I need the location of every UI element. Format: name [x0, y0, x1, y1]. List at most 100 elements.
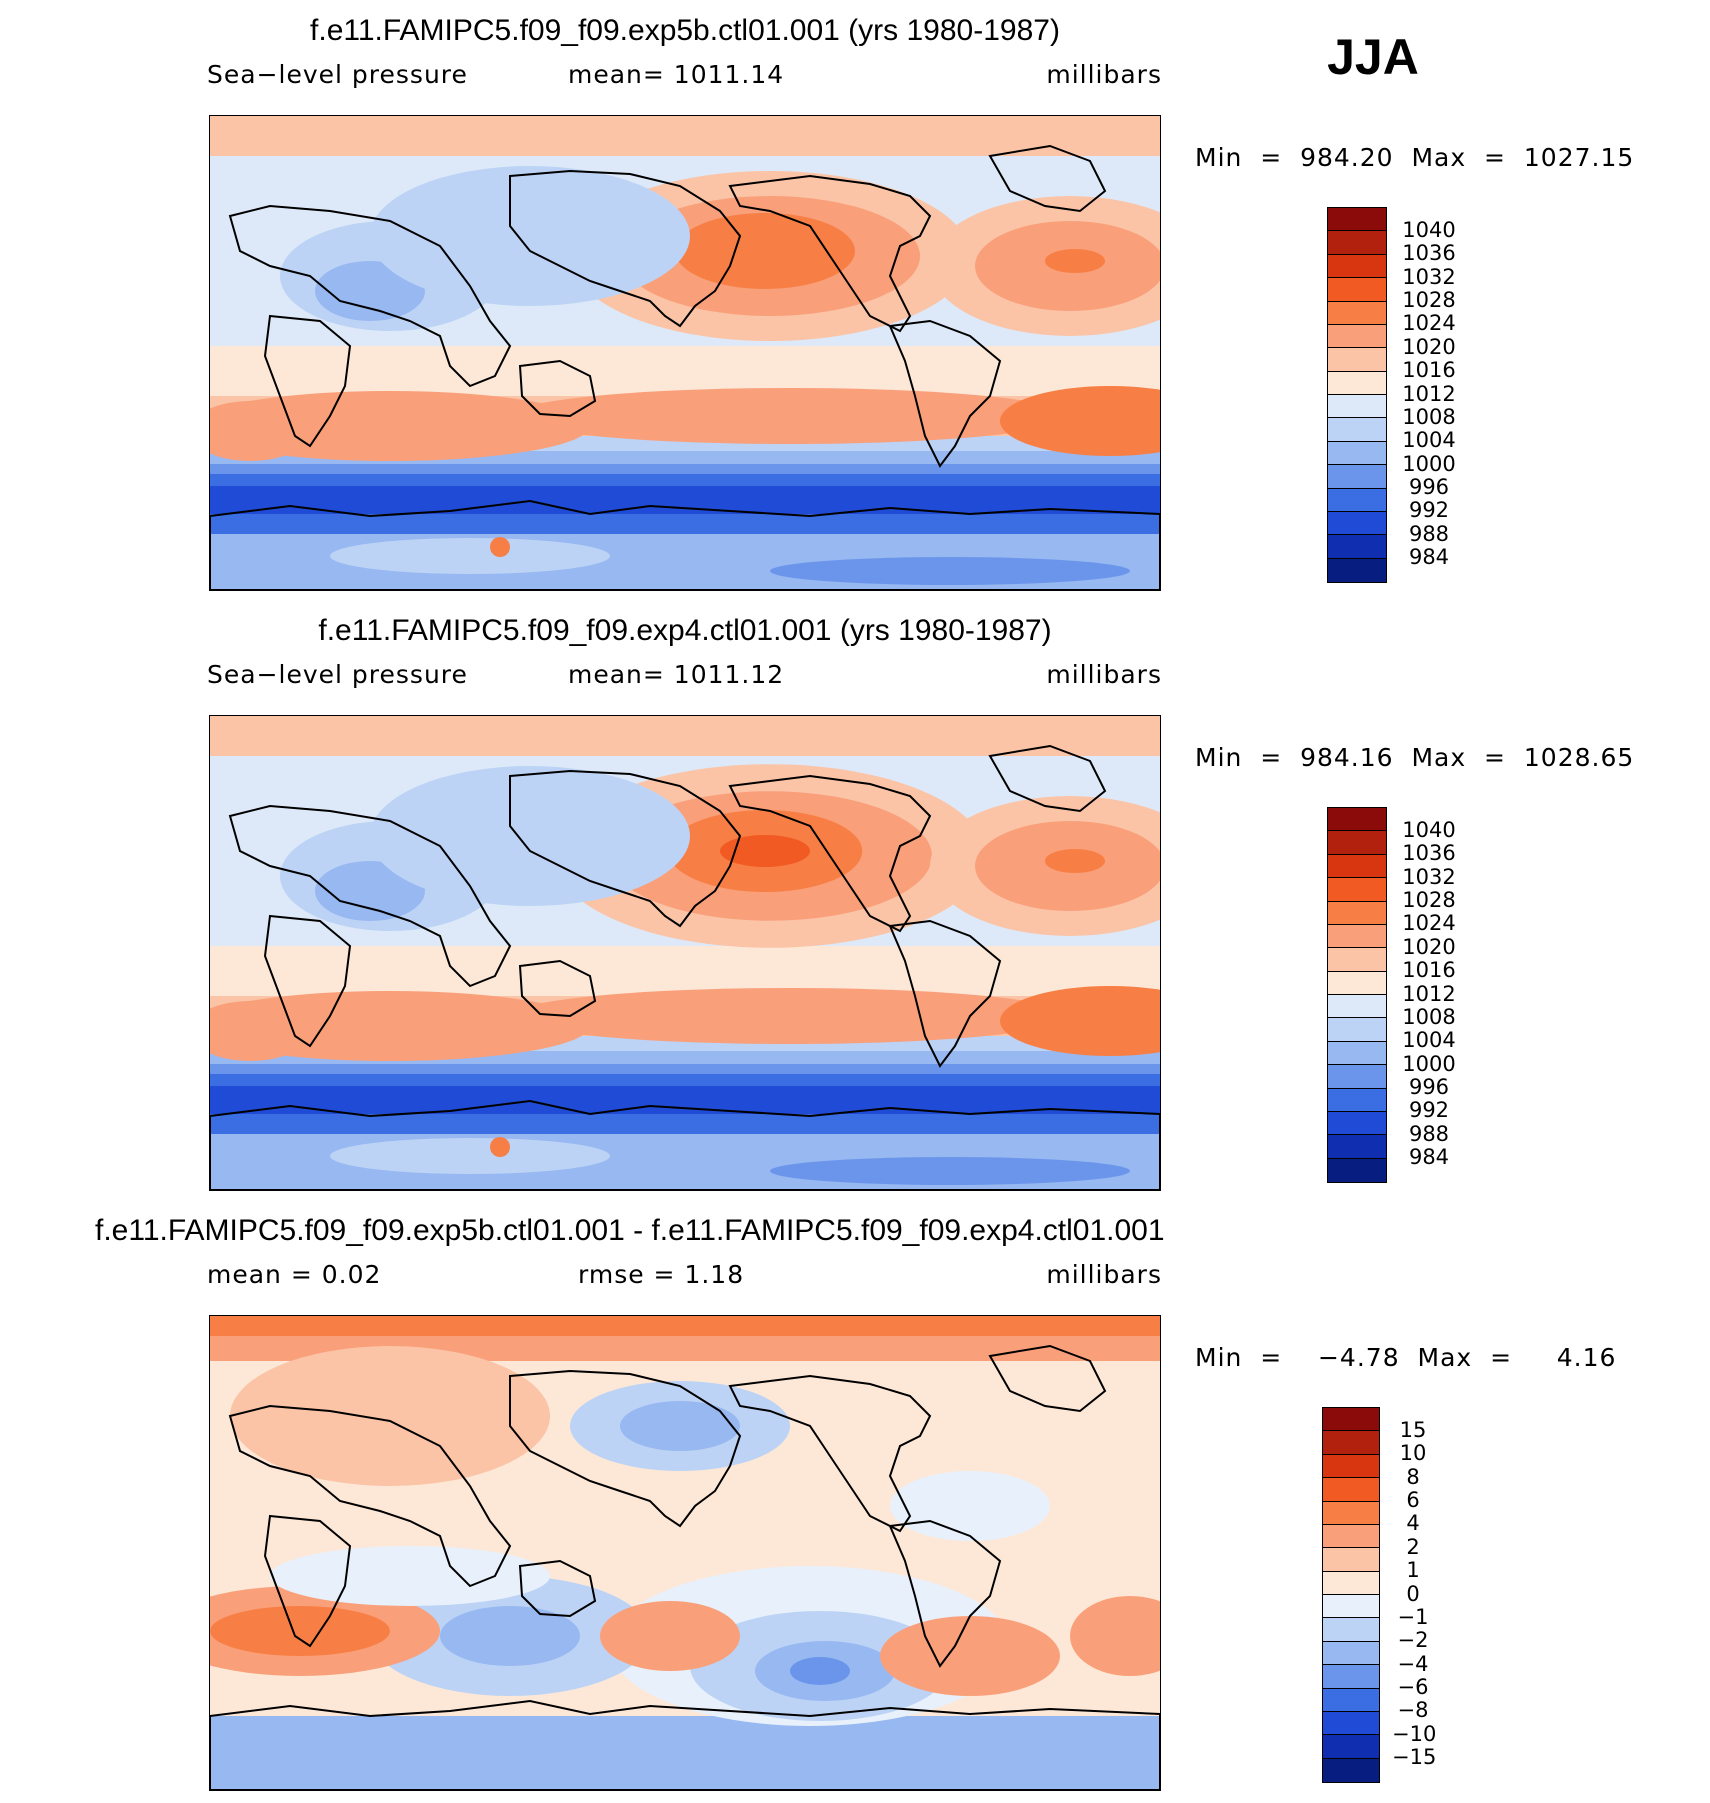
coastline [228, 1404, 512, 1588]
colorbar-swatch [1328, 324, 1386, 349]
colorbar-tick-label: 996 [1408, 1075, 1450, 1099]
colorbar-tick-label: 988 [1408, 1121, 1450, 1146]
colorbar-swatch [1328, 418, 1386, 442]
minmax-label: Min = 984.16 Max = 1028.65 [1195, 743, 1635, 772]
contour-band [210, 1074, 1160, 1088]
colorbar-swatch [1328, 808, 1386, 832]
colorbar [1327, 207, 1387, 583]
colorbar-tick-label: 1020 [1402, 934, 1456, 959]
colorbar-swatch [1328, 1158, 1386, 1182]
antarctic-high-spot [490, 537, 510, 557]
coastline [518, 1559, 597, 1618]
colorbar-swatch [1323, 1641, 1379, 1666]
colorbar-tick-label: 1028 [1402, 888, 1456, 912]
colorbar-tick-label: 992 [1408, 1098, 1450, 1123]
colorbar-tick-label: 1024 [1402, 911, 1456, 936]
coastline [210, 1099, 1160, 1190]
colorbar-swatch [1323, 1548, 1379, 1572]
minmax-label: Min = 984.20 Max = 1027.15 [1195, 143, 1635, 172]
colorbar-tick-label: 15 [1399, 1417, 1427, 1442]
colorbar-tick-label: 1004 [1402, 428, 1456, 453]
colorbar-tick-label: 10 [1399, 1441, 1427, 1466]
coastline [988, 144, 1107, 213]
panel-exp4: f.e11.FAMIPC5.f09_f09.exp4.ctl01.001 (yr… [0, 600, 1710, 1200]
colorbar-tick-label: 1032 [1402, 264, 1456, 289]
caribbean-neg [890, 1471, 1050, 1541]
colorbar-tick-label: 1012 [1402, 981, 1456, 1006]
colorbar-swatch [1328, 348, 1386, 372]
mean-label: mean= 1011.12 [568, 660, 785, 689]
antarctic-patch [770, 1157, 1130, 1185]
minmax-label: Min = −4.78 Max = 4.16 [1195, 1343, 1617, 1372]
map-canvas [210, 716, 1160, 1190]
south-atlantic-pos [880, 1616, 1060, 1696]
colorbar-tick-label: 1024 [1402, 311, 1456, 336]
slp-difference-map [209, 1315, 1161, 1791]
colorbar-swatch [1328, 995, 1386, 1019]
colorbar-swatch [1328, 878, 1386, 902]
colorbar-tick-label: 992 [1408, 498, 1450, 523]
colorbar-swatch [1328, 371, 1386, 395]
east-pos [1070, 1596, 1160, 1676]
coastline [228, 204, 512, 388]
colorbar-tick-label: 0 [1406, 1581, 1420, 1606]
colorbar-tick-label: 1008 [1402, 1004, 1456, 1029]
antarctic-patch [330, 1138, 610, 1174]
colorbar-tick-label: 2 [1406, 1534, 1420, 1559]
siberia-low [370, 766, 690, 906]
siberia-low [370, 166, 690, 306]
contour-band [210, 1064, 1160, 1076]
colorbar-swatch [1323, 1688, 1379, 1712]
coastline [228, 804, 512, 988]
map-canvas [210, 1316, 1160, 1790]
colorbar-tick-label: 1036 [1402, 241, 1456, 266]
antarctic-patch [770, 557, 1130, 585]
colorbar-swatch [1323, 1595, 1379, 1619]
field-label: Sea−level pressure [207, 660, 468, 689]
south-pacific-high [510, 388, 1070, 444]
contour-band [210, 486, 1160, 516]
colorbar-swatch [1328, 465, 1386, 489]
colorbar-tick-label: 1020 [1402, 334, 1456, 359]
colorbar-tick-label: 1000 [1402, 451, 1456, 476]
colorbar-swatch [1328, 558, 1386, 582]
coastline [888, 1519, 1002, 1668]
panel-title: f.e11.FAMIPC5.f09_f09.exp4.ctl01.001 (yr… [318, 614, 1052, 647]
colorbar [1322, 1407, 1380, 1783]
contour-band [210, 464, 1160, 476]
coastline [518, 359, 597, 418]
colorbar-swatch [1328, 231, 1386, 255]
colorbar-tick-label: 996 [1408, 475, 1450, 499]
panel-title: f.e11.FAMIPC5.f09_f09.exp5b.ctl01.001 - … [95, 1214, 1165, 1247]
colorbar-tick-label: 1004 [1402, 1028, 1456, 1053]
antarctic-patch [330, 538, 610, 574]
colorbar-swatch [1328, 1111, 1386, 1136]
colorbar-tick-label: 8 [1406, 1464, 1420, 1489]
colorbar-swatch [1328, 1041, 1386, 1066]
coastline [988, 744, 1107, 813]
colorbar-swatch [1328, 831, 1386, 855]
mean-label: mean= 1011.14 [568, 60, 785, 89]
field-label: Sea−level pressure [207, 60, 468, 89]
colorbar-swatch [1328, 854, 1386, 879]
colorbar-tick-label: 1000 [1402, 1051, 1456, 1076]
colorbar-tick-label: 4 [1406, 1511, 1420, 1536]
north-pacific-high [675, 213, 855, 289]
colorbar-tick-label: 1040 [1402, 817, 1456, 842]
tasman-pos [600, 1601, 740, 1671]
colorbar-swatch [1328, 395, 1386, 419]
units-label: millibars [1046, 660, 1162, 689]
colorbar-swatch [1323, 1501, 1379, 1525]
south-atlantic-high [1000, 386, 1160, 456]
slp-map [209, 715, 1161, 1191]
contour-band [210, 1086, 1160, 1116]
colorbar-tick-label: −1 [1397, 1604, 1429, 1629]
colorbar-swatch [1328, 254, 1386, 279]
colorbar-tick-label: 1036 [1402, 841, 1456, 866]
colorbar-swatch [1323, 1431, 1379, 1455]
units-label: millibars [1046, 60, 1162, 89]
colorbar-swatch [1328, 535, 1386, 559]
coastline [210, 499, 1160, 590]
contour-band [210, 474, 1160, 488]
colorbar-swatch [1328, 924, 1386, 949]
